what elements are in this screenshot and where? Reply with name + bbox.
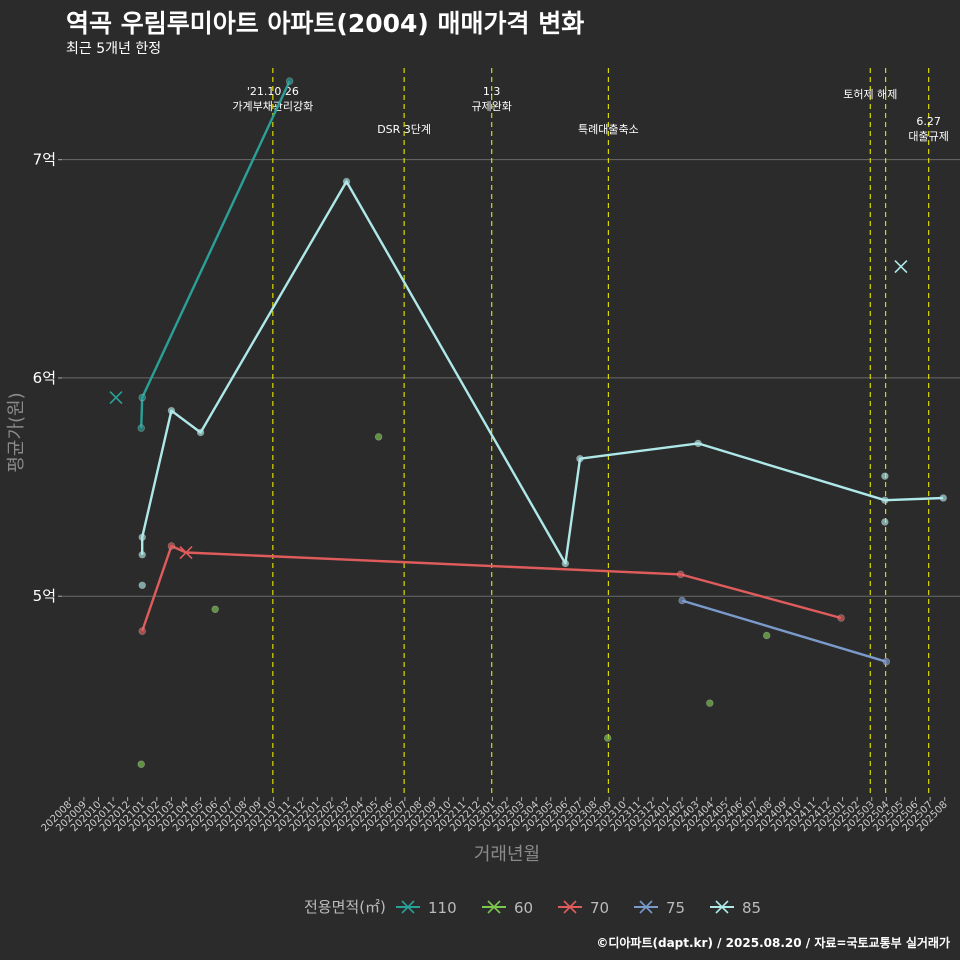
- cross-stroke: [639, 900, 653, 914]
- legend-item-75: 75: [634, 899, 685, 917]
- data-point-110: [285, 77, 294, 85]
- legend-key-icon: [487, 900, 501, 914]
- data-point-85: [939, 494, 947, 502]
- data-point-60: [706, 699, 714, 707]
- cross-stroke: [179, 545, 193, 560]
- chart-subtitle: 최근 5개년 한정: [66, 41, 162, 57]
- data-point-75: [678, 596, 686, 605]
- event-annotation: 특례대출축소: [578, 123, 639, 136]
- x-axis-label: 거래년월: [474, 844, 540, 865]
- cross-stroke: [894, 260, 908, 274]
- data-point-60: [603, 734, 612, 742]
- chart-title: 역곡 우림루미아트 아파트(2004) 매매가격 변화: [66, 9, 585, 38]
- grid-layer: [62, 159, 960, 597]
- cross-stroke: [401, 900, 415, 914]
- cross-stroke: [487, 900, 501, 914]
- legend-label: 85: [742, 899, 761, 917]
- data-point-110: [138, 393, 146, 402]
- data-point-60: [374, 433, 383, 441]
- data-point-85: [881, 472, 889, 480]
- legend-key-icon: [715, 900, 729, 914]
- data-point-70: [138, 627, 146, 635]
- data-point-85: [167, 406, 176, 415]
- data-point-85: [138, 533, 146, 541]
- legend-item-60: 60: [482, 899, 533, 917]
- legend-label: 60: [514, 899, 533, 917]
- y-tick-label: 5억: [33, 587, 56, 605]
- data-point-60: [137, 760, 145, 768]
- source-caption: ©디아파트(dapt.kr) / 2025.08.20 / 자료=국토교통부 실…: [596, 936, 950, 950]
- legend-title: 전용면적(㎡): [304, 898, 386, 916]
- series-line-75: [681, 599, 887, 663]
- series-line-85: [140, 180, 944, 565]
- series-85: [138, 177, 947, 589]
- series-110: [109, 77, 294, 432]
- legend-key-icon: [563, 900, 577, 914]
- y-tick-label: 6억: [33, 369, 56, 387]
- cross-stroke: [563, 900, 577, 914]
- data-point-85: [138, 581, 146, 589]
- data-point-75: [882, 657, 891, 666]
- legend-key-icon: [401, 900, 415, 914]
- data-point-60: [211, 605, 219, 613]
- data-cross-110: [109, 391, 123, 405]
- data-point-110: [137, 424, 145, 432]
- event-annotation: '21.10.26: [247, 85, 299, 98]
- data-point-70: [676, 570, 685, 579]
- event-annotation: DSR 3단계: [377, 123, 431, 136]
- series-layer: [109, 77, 947, 768]
- data-point-85: [561, 559, 570, 568]
- event-annotation: 6.27: [916, 115, 941, 128]
- legend-label: 110: [428, 899, 457, 917]
- data-cross-70: [179, 545, 193, 560]
- legend-label: 75: [666, 899, 685, 917]
- y-tick-label: 7억: [33, 151, 56, 169]
- event-annotation: 대출규제: [908, 130, 948, 143]
- data-point-85: [576, 454, 584, 463]
- data-point-70: [837, 614, 845, 622]
- y-axis-label: 평균가(원): [6, 392, 27, 472]
- legend-item-70: 70: [558, 899, 609, 917]
- event-annotation: 규제완화: [471, 100, 511, 113]
- data-point-85: [881, 496, 889, 504]
- series-70: [138, 542, 845, 635]
- event-annotation: 1.3: [483, 85, 501, 98]
- series-line-110: [140, 80, 291, 429]
- legend-label: 70: [590, 899, 609, 917]
- data-point-85: [881, 518, 889, 526]
- data-point-85: [694, 439, 702, 448]
- cross-stroke: [715, 900, 729, 914]
- series-60: [137, 433, 771, 768]
- data-point-60: [763, 631, 771, 640]
- cross-stroke: [109, 391, 123, 405]
- data-point-85: [342, 177, 351, 186]
- data-cross-85: [894, 260, 908, 274]
- data-point-85: [138, 551, 146, 559]
- series-75: [678, 596, 891, 666]
- axis-layer: 5억6억7억평균가(원)2020082020092020102020112020…: [6, 151, 950, 865]
- event-annotation: 토허제 해제: [843, 87, 897, 101]
- data-point-70: [167, 542, 176, 550]
- legend-item-85: 85: [710, 899, 761, 917]
- legend: 전용면적(㎡) 110 60 70 75 85: [304, 898, 761, 917]
- event-annotation: 가계부채관리강화: [232, 100, 313, 113]
- legend-key-icon: [639, 900, 653, 914]
- data-point-85: [196, 428, 205, 437]
- legend-item-110: 110: [396, 899, 457, 917]
